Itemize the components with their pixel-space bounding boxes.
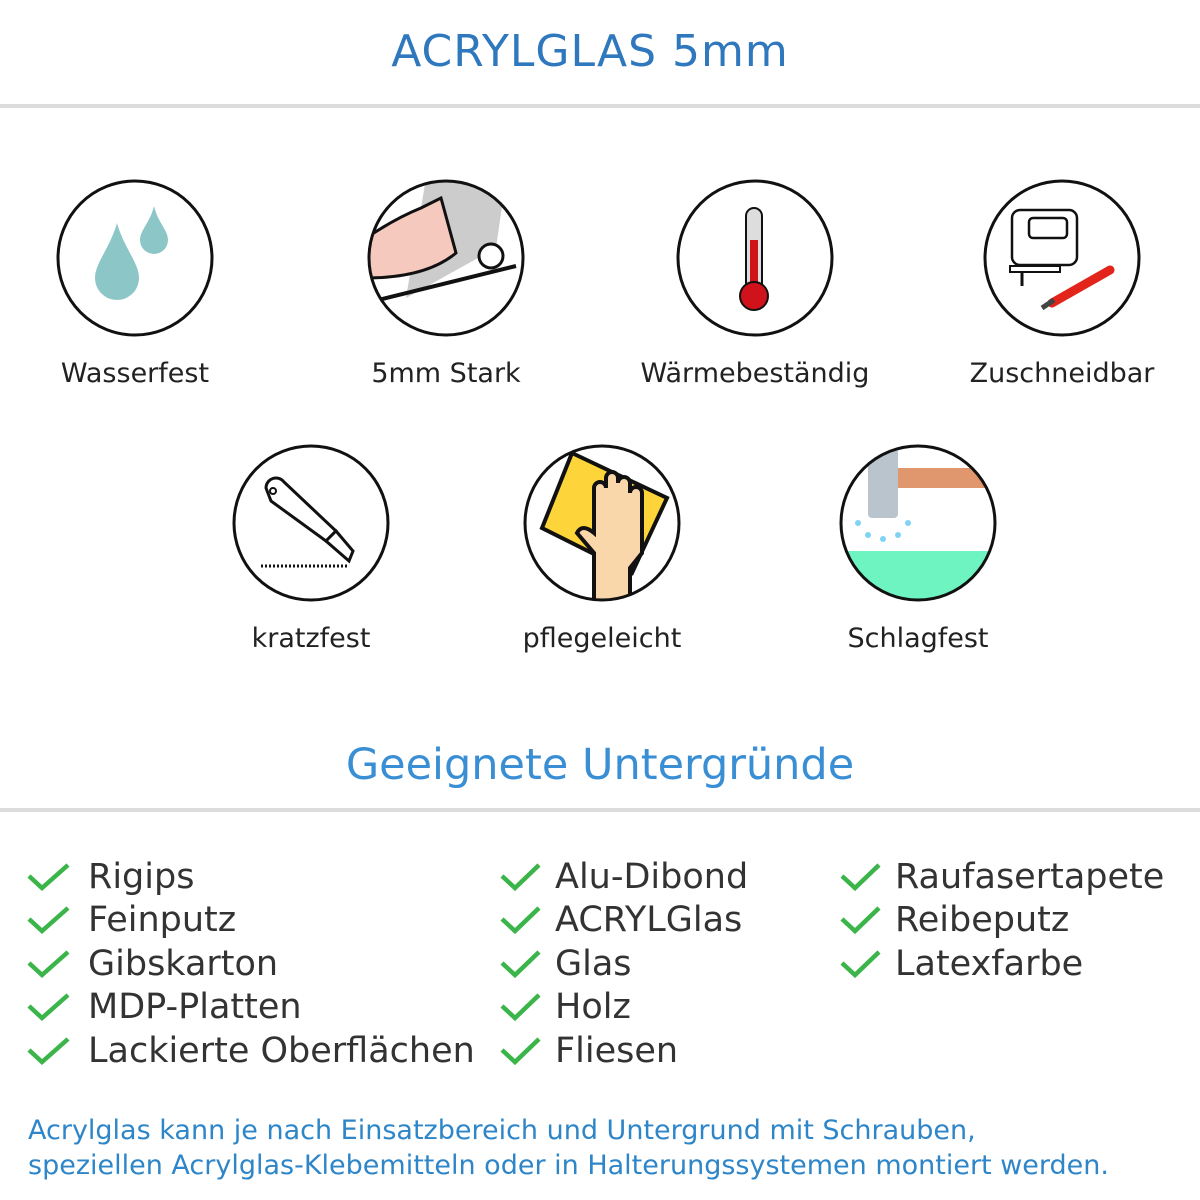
muscle-arm-icon <box>367 179 525 337</box>
surface-item: Alu-Dibond <box>499 855 748 899</box>
surface-item: Reibeputz <box>839 899 1164 943</box>
footer-note: Acrylglas kann je nach Einsatzbereich un… <box>28 1113 1109 1183</box>
feature-label: Wärmebeständig <box>640 358 870 389</box>
check-icon <box>840 906 881 935</box>
water-drops-icon <box>56 179 214 337</box>
feature-pflegeleicht: pflegeleicht <box>452 443 752 654</box>
footer-line: speziellen Acrylglas-Klebemitteln oder i… <box>28 1150 1109 1181</box>
divider <box>0 808 1200 812</box>
surface-item: Rigips <box>26 855 475 899</box>
surface-item: Feinputz <box>26 899 475 943</box>
feature-label: kratzfest <box>251 623 371 654</box>
surface-item: Latexfarbe <box>839 942 1164 986</box>
check-icon <box>27 950 70 978</box>
check-icon <box>27 1037 70 1065</box>
check-icon <box>500 993 541 1022</box>
surface-column-2: Alu-Dibond ACRYLGlas Glas Holz Fliesen <box>499 855 748 1073</box>
surface-item: Glas <box>499 942 748 986</box>
surface-item: Lackierte Oberflächen <box>26 1029 475 1073</box>
feature-5mm-stark: 5mm Stark <box>296 178 596 389</box>
surface-item: MDP-Platten <box>26 986 475 1030</box>
jigsaw-cutter-icon <box>983 179 1141 337</box>
feature-wasserfest: Wasserfest <box>0 178 285 389</box>
thermometer-icon <box>676 179 834 337</box>
page-title: ACRYLGLAS 5mm <box>391 26 789 77</box>
hammer-icon <box>839 444 997 602</box>
check-icon <box>27 863 70 891</box>
check-icon <box>840 863 881 891</box>
feature-schlagfest: Schlagfest <box>768 443 1068 654</box>
check-icon <box>500 863 541 891</box>
utility-knife-icon <box>232 444 390 602</box>
check-icon <box>840 950 881 978</box>
divider <box>0 104 1200 108</box>
feature-label: pflegeleicht <box>522 623 682 654</box>
surface-item: Fliesen <box>499 1029 748 1073</box>
surface-column-1: Rigips Feinputz Gibskarton MDP-Platten L… <box>26 855 475 1073</box>
surface-item: Holz <box>499 986 748 1030</box>
feature-waermebestaendig: Wärmebeständig <box>605 178 905 389</box>
feature-label: Schlagfest <box>847 623 989 654</box>
feature-label: Zuschneidbar <box>969 358 1155 389</box>
surface-item: ACRYLGlas <box>499 899 748 943</box>
check-icon <box>27 993 70 1022</box>
section-title: Geeignete Untergründe <box>345 740 855 790</box>
surface-column-3: Raufasertapete Reibeputz Latexfarbe <box>839 855 1164 986</box>
footer-line: Acrylglas kann je nach Einsatzbereich un… <box>28 1115 976 1146</box>
surface-item: Raufasertapete <box>839 855 1164 899</box>
check-icon <box>500 906 541 935</box>
check-icon <box>27 906 70 935</box>
feature-label: Wasserfest <box>60 358 210 389</box>
feature-label: 5mm Stark <box>371 358 521 389</box>
check-icon <box>500 1037 541 1065</box>
feature-kratzfest: kratzfest <box>161 443 461 654</box>
check-icon <box>500 950 541 978</box>
feature-zuschneidbar: Zuschneidbar <box>912 178 1200 389</box>
hand-cloth-icon <box>523 444 681 602</box>
surface-item: Gibskarton <box>26 942 475 986</box>
